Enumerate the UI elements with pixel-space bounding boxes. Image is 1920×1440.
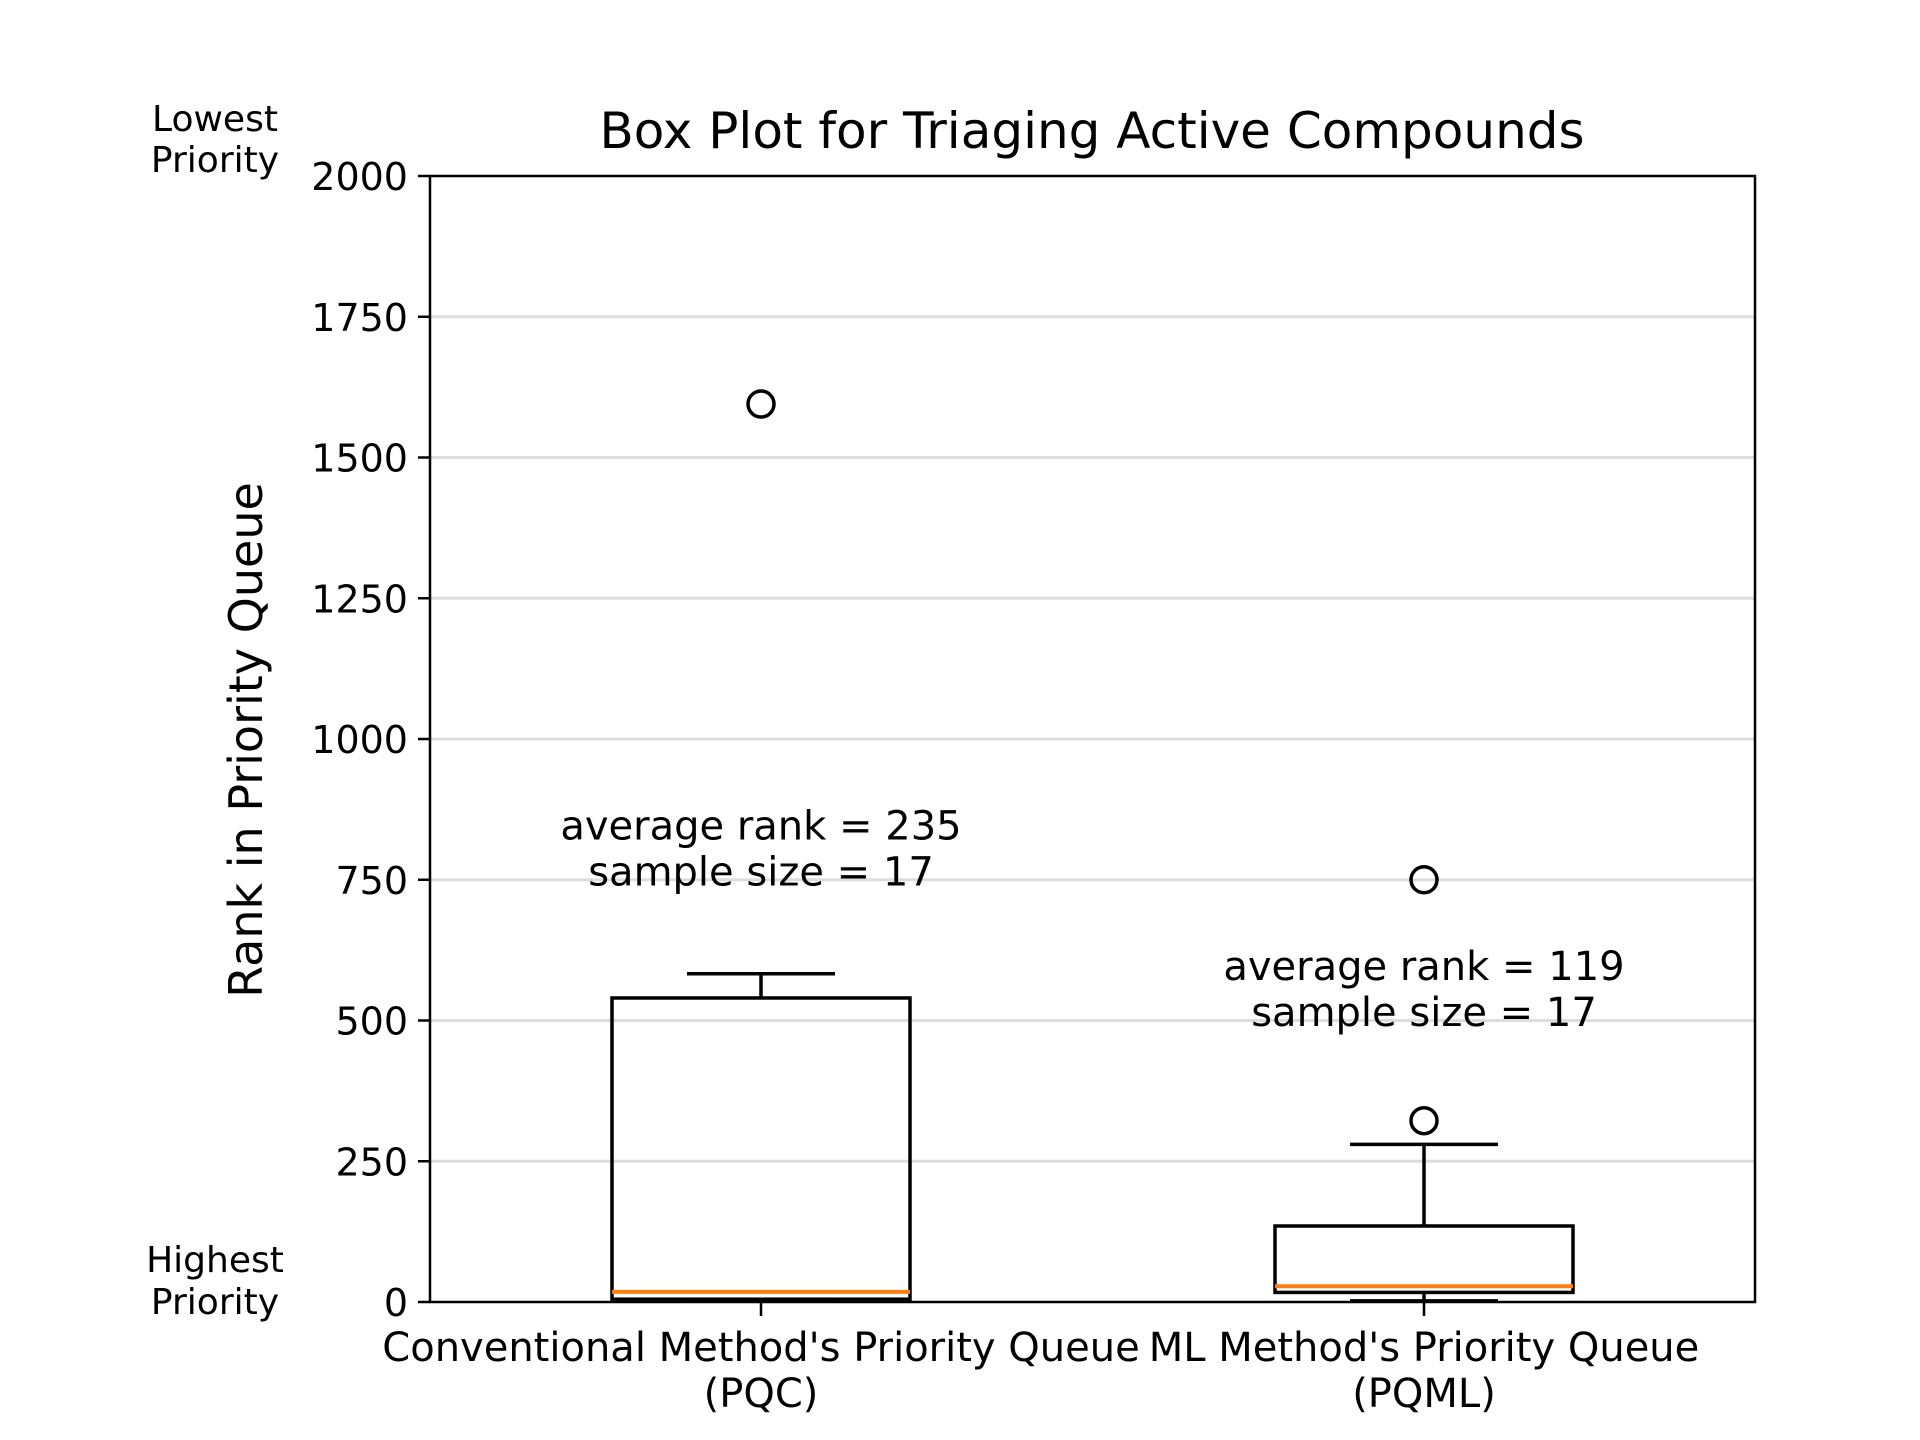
annotation-pqc-average: average rank = 235 (560, 803, 961, 849)
y-tick-label-500: 500 (335, 1000, 408, 1044)
y-bottom-label-line2: Priority (151, 1282, 279, 1323)
y-tick-label-750: 750 (335, 859, 408, 903)
axes: 0 250 500 750 1000 1250 1500 1750 2000 (311, 155, 1426, 1325)
y-top-label-line1: Lowest (152, 99, 278, 140)
x-tick-label-pqml-line2: (PQML) (1352, 1371, 1496, 1417)
box-group-0 (610, 389, 912, 1303)
iqr-box-0 (610, 996, 912, 1301)
annotation-pqml-average: average rank = 119 (1223, 944, 1624, 990)
flier-1-0 (1409, 865, 1439, 895)
y-tick-label-1250: 1250 (311, 577, 408, 621)
x-tick-label-pqc-line1: Conventional Method's Priority Queue (382, 1325, 1139, 1371)
flier-1-1 (1409, 1105, 1439, 1136)
y-tick-label-250: 250 (335, 1140, 408, 1184)
chart-title: Box Plot for Triaging Active Compounds (599, 102, 1584, 160)
flier-0-0 (746, 389, 776, 419)
annotation-pqc-sample-size: sample size = 17 (588, 849, 934, 895)
y-bottom-label-line1: Highest (146, 1240, 284, 1281)
box-group-1 (1273, 865, 1575, 1303)
y-tick-label-1000: 1000 (311, 718, 408, 762)
y-tick-label-1500: 1500 (311, 437, 408, 481)
x-tick-label-pqml-line1: ML Method's Priority Queue (1149, 1325, 1700, 1371)
grid-lines (430, 315, 1755, 1163)
y-tick-label-2000: 2000 (311, 155, 408, 199)
annotation-pqml-sample-size: sample size = 17 (1251, 990, 1597, 1036)
iqr-box-1 (1273, 1224, 1575, 1295)
y-tick-label-0: 0 (384, 1281, 408, 1325)
y-tick-label-1750: 1750 (311, 296, 408, 340)
y-axis-label: Rank in Priority Queue (219, 482, 273, 998)
y-top-label-line2: Priority (151, 140, 279, 181)
x-tick-label-pqc-line2: (PQC) (704, 1371, 819, 1417)
